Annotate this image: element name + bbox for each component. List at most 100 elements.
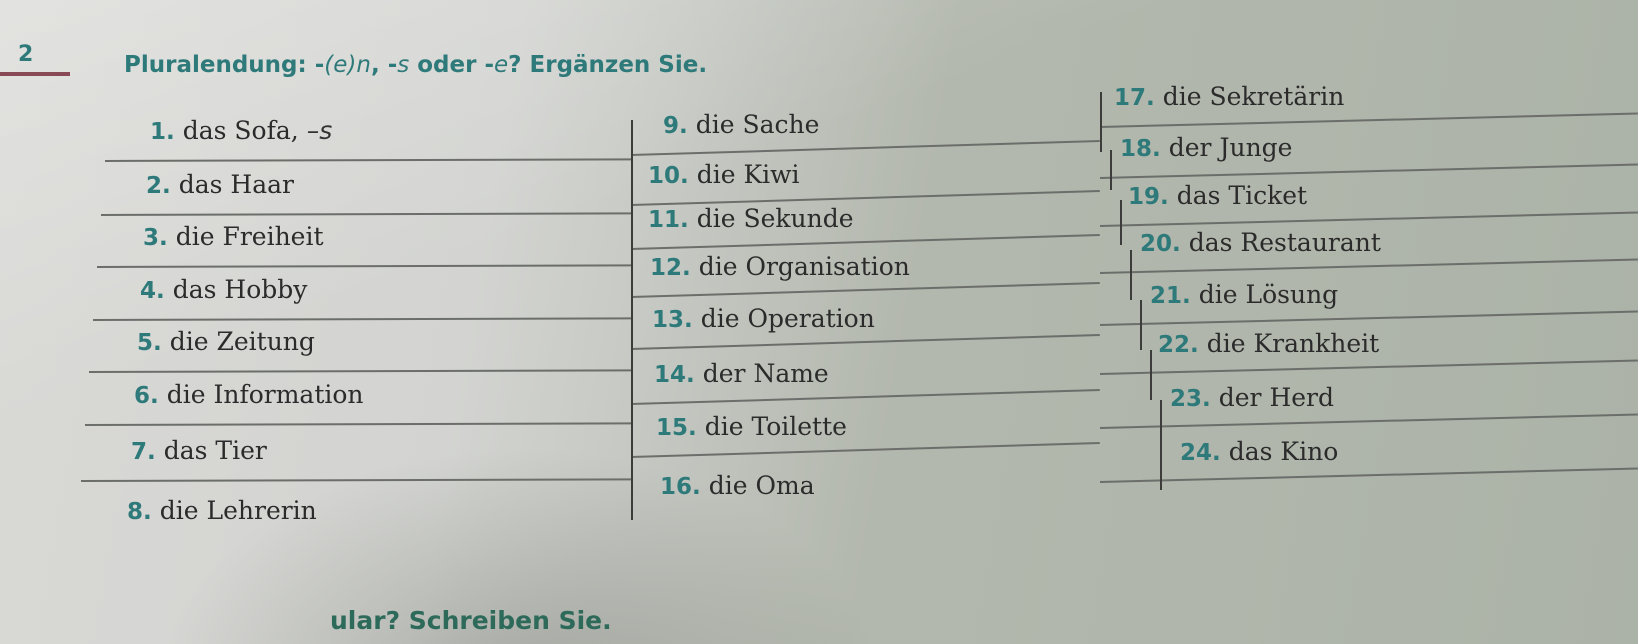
column-divider: [1150, 350, 1152, 400]
item-word: das Sofa,: [182, 116, 299, 145]
item-word: der Name: [702, 359, 829, 388]
next-exercise-title: ular? Schreiben Sie.: [330, 606, 612, 635]
list-item: 23. der Herd: [1170, 383, 1334, 412]
item-number: 7.: [131, 439, 156, 465]
item-number: 9.: [663, 113, 688, 139]
list-item: 4. das Hobby: [140, 275, 307, 304]
item-word: die Lösung: [1198, 280, 1339, 309]
item-number: 16.: [660, 474, 701, 500]
item-number: 24.: [1180, 440, 1221, 466]
list-item: 19. das Ticket: [1128, 181, 1307, 210]
list-item: 1. das Sofa, –s: [150, 116, 332, 145]
item-number: 5.: [137, 330, 162, 356]
answer-line: [631, 441, 1100, 458]
answer-line: [104, 158, 632, 162]
item-number: 23.: [1170, 386, 1211, 412]
answer-line: [1099, 413, 1638, 429]
item-number: 11.: [648, 207, 689, 233]
list-item: 12. die Organisation: [650, 252, 910, 281]
answer-line: [1099, 467, 1638, 483]
item-word: die Zeitung: [169, 327, 315, 356]
item-number: 6.: [134, 383, 159, 409]
item-answer[interactable]: –s: [306, 116, 333, 145]
item-number: 13.: [652, 307, 693, 333]
item-number: 1.: [150, 119, 175, 145]
item-word: der Junge: [1168, 133, 1293, 162]
exercise-number: 2: [18, 42, 34, 67]
answer-line: [1099, 258, 1638, 274]
list-item: 21. die Lösung: [1150, 280, 1338, 309]
list-item: 6. die Information: [134, 380, 364, 409]
item-number: 22.: [1158, 332, 1199, 358]
answer-line: [80, 478, 632, 482]
answer-line: [84, 422, 632, 426]
item-word: die Operation: [700, 304, 875, 333]
item-word: die Sache: [695, 110, 820, 139]
item-number: 17.: [1114, 85, 1155, 111]
list-item: 7. das Tier: [131, 436, 267, 465]
list-item: 17. die Sekretärin: [1114, 82, 1344, 111]
answer-line: [1099, 112, 1638, 128]
column-divider: [1160, 400, 1162, 490]
answer-line: [631, 388, 1100, 405]
item-number: 12.: [650, 255, 691, 281]
answer-line: [1099, 359, 1638, 375]
column-divider: [1130, 250, 1132, 300]
answer-line: [631, 281, 1100, 298]
item-word: der Herd: [1218, 383, 1334, 412]
exercise-number-underline: [0, 72, 70, 76]
list-item: 22. die Krankheit: [1158, 329, 1379, 358]
list-item: 11. die Sekunde: [648, 204, 854, 233]
list-item: 14. der Name: [654, 359, 829, 388]
exercise-title: Pluralendung: -(e)n, -s oder -e? Ergänze…: [124, 52, 708, 78]
item-number: 20.: [1140, 231, 1181, 257]
item-word: die Lehrerin: [159, 496, 317, 525]
answer-line: [96, 264, 632, 268]
item-word: das Ticket: [1176, 181, 1308, 210]
item-number: 21.: [1150, 283, 1191, 309]
list-item: 13. die Operation: [652, 304, 875, 333]
item-word: die Organisation: [698, 252, 910, 281]
item-word: die Kiwi: [696, 160, 800, 189]
answer-line: [1099, 310, 1638, 326]
item-number: 15.: [656, 415, 697, 441]
answer-line: [1099, 163, 1638, 179]
list-item: 24. das Kino: [1180, 437, 1338, 466]
list-item: 2. das Haar: [146, 170, 294, 199]
list-item: 5. die Zeitung: [137, 327, 315, 356]
list-item: 3. die Freiheit: [143, 222, 324, 251]
column-divider: [1140, 300, 1142, 350]
item-number: 2.: [146, 173, 171, 199]
item-word: die Freiheit: [175, 222, 324, 251]
answer-line: [631, 233, 1100, 250]
column-divider: [1110, 150, 1112, 190]
item-number: 3.: [143, 225, 168, 251]
answer-line: [1099, 211, 1638, 227]
answer-line: [92, 317, 632, 321]
item-word: die Toilette: [704, 412, 847, 441]
item-word: das Restaurant: [1188, 228, 1381, 257]
item-number: 14.: [654, 362, 695, 388]
item-number: 4.: [140, 278, 165, 304]
item-word: das Hobby: [172, 275, 308, 304]
column-divider: [631, 120, 633, 520]
item-word: die Information: [166, 380, 364, 409]
item-word: das Tier: [163, 436, 267, 465]
list-item: 18. der Junge: [1120, 133, 1292, 162]
column-divider: [1100, 92, 1102, 152]
column-divider: [1120, 200, 1122, 245]
list-item: 16. die Oma: [660, 471, 815, 500]
item-number: 19.: [1128, 184, 1169, 210]
list-item: 15. die Toilette: [656, 412, 847, 441]
list-item: 9. die Sache: [663, 110, 819, 139]
answer-line: [88, 369, 632, 373]
item-word: das Haar: [178, 170, 294, 199]
item-word: die Oma: [708, 471, 815, 500]
list-item: 8. die Lehrerin: [127, 496, 317, 525]
list-item: 20. das Restaurant: [1140, 228, 1381, 257]
answer-line: [631, 333, 1100, 350]
item-word: das Kino: [1228, 437, 1339, 466]
item-word: die Krankheit: [1206, 329, 1380, 358]
item-number: 18.: [1120, 136, 1161, 162]
item-number: 10.: [648, 163, 689, 189]
